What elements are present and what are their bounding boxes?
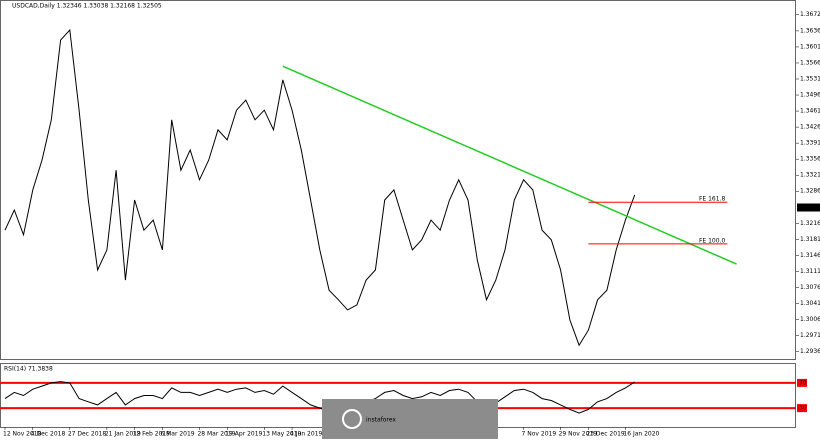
watermark-text: instaforex bbox=[366, 417, 396, 424]
y-tick-label: 1.29360 bbox=[800, 348, 820, 355]
price-label-box bbox=[797, 203, 820, 212]
price-line bbox=[4, 381, 635, 414]
x-tick-label: 13 May 2019 bbox=[262, 431, 301, 438]
rsi-title: RSI(14) 71.3838 bbox=[4, 366, 53, 373]
y-tick-label: 1.31110 bbox=[800, 268, 820, 275]
y-tick-label: 1.34960 bbox=[800, 92, 820, 99]
x-tick-label: 12 Nov 2018 bbox=[3, 431, 42, 438]
x-tick-label: 7 Nov 2019 bbox=[522, 431, 557, 438]
y-tick-label: 1.36720 bbox=[800, 11, 820, 18]
watermark-logo bbox=[342, 409, 362, 429]
y-tick-label: 70 bbox=[799, 379, 807, 386]
x-tick-label: 21 Jan 2019 bbox=[105, 431, 141, 438]
y-tick-label: 1.32160 bbox=[800, 220, 820, 227]
x-tick-label: 19 Apr 2019 bbox=[225, 431, 262, 438]
y-tick-label: 1.35660 bbox=[800, 59, 820, 66]
y-tick-label: 1.30060 bbox=[800, 316, 820, 323]
y-tick-label: 1.35310 bbox=[800, 76, 820, 83]
y-tick-label: 1.32860 bbox=[800, 188, 820, 195]
y-tick-label: 1.31810 bbox=[800, 236, 820, 243]
price-panel bbox=[0, 0, 796, 360]
price-line bbox=[4, 28, 636, 347]
y-tick-label: 1.31460 bbox=[800, 252, 820, 259]
x-tick-label: 6 Mar 2019 bbox=[160, 431, 194, 438]
y-tick-label: 1.30760 bbox=[800, 284, 820, 291]
y-tick-label: 1.34260 bbox=[800, 124, 820, 131]
y-tick-label: 1.29710 bbox=[800, 332, 820, 339]
watermark-box bbox=[322, 399, 498, 439]
x-tick-label: 23 Dec 2019 bbox=[586, 431, 625, 438]
level-label-box bbox=[797, 404, 807, 413]
x-tick-label: 16 Jan 2020 bbox=[623, 431, 659, 438]
y-tick-label: 30 bbox=[799, 405, 807, 412]
x-tick-label: 27 Dec 2018 bbox=[68, 431, 107, 438]
x-tick-label: 29 Nov 2019 bbox=[559, 431, 598, 438]
x-tick-label: 4 Dec 2018 bbox=[31, 431, 66, 438]
trendline bbox=[282, 65, 737, 265]
y-tick-label: 1.33560 bbox=[800, 156, 820, 163]
level-label-box bbox=[797, 378, 807, 387]
y-tick-label: 1.33210 bbox=[800, 172, 820, 179]
y-tick-label: 1.34610 bbox=[800, 108, 820, 115]
x-tick-label: 4 Jun 2019 bbox=[290, 431, 322, 438]
x-tick-label: 28 Mar 2019 bbox=[197, 431, 235, 438]
fe-label: FE 161.8 bbox=[699, 196, 726, 203]
y-tick-label: 1.33910 bbox=[800, 140, 820, 147]
x-tick-label: 12 Feb 2019 bbox=[133, 431, 171, 438]
y-tick-label: 1.36010 bbox=[800, 43, 820, 50]
fe-label: FE 100.0 bbox=[699, 237, 726, 244]
y-tick-label: 1.30410 bbox=[800, 300, 820, 307]
current-price-label: 1.32505 bbox=[798, 204, 820, 211]
chart-title: USDCAD,Daily 1.32346 1.33038 1.32168 1.3… bbox=[12, 3, 162, 10]
y-tick-label: 1.36360 bbox=[800, 27, 820, 34]
watermark: instaforex bbox=[322, 399, 498, 439]
